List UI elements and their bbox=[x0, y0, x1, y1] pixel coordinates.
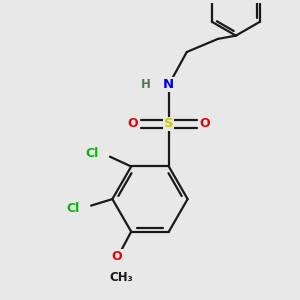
Text: O: O bbox=[111, 250, 122, 263]
Text: Cl: Cl bbox=[85, 147, 99, 160]
Text: H: H bbox=[141, 78, 151, 91]
Text: O: O bbox=[128, 118, 138, 130]
Text: Cl: Cl bbox=[67, 202, 80, 215]
Text: CH₃: CH₃ bbox=[110, 271, 133, 284]
Text: N: N bbox=[163, 78, 174, 91]
Text: O: O bbox=[200, 118, 210, 130]
Text: S: S bbox=[164, 118, 174, 130]
